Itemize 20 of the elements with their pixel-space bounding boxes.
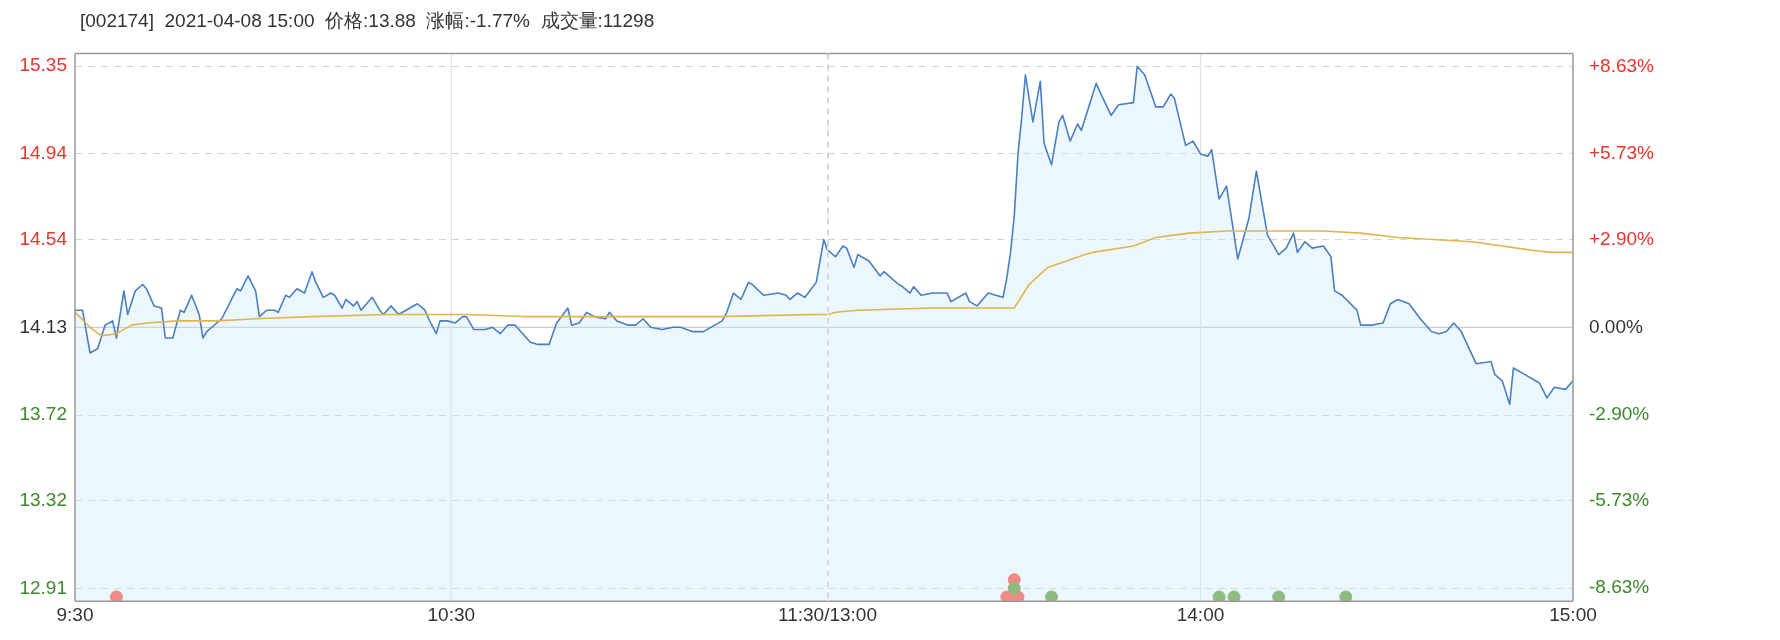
text: +5.73% (1588, 142, 1654, 164)
text: 0.00% (1588, 315, 1643, 337)
text: -2.90% (1588, 403, 1649, 425)
text: -5.73% (1588, 488, 1649, 510)
text: +8.63% (1588, 54, 1654, 76)
x-tick-label: 9:30 (56, 603, 94, 625)
x-tick-label: 14:00 (1176, 603, 1224, 625)
y-tick-label: 13.32 (19, 488, 67, 510)
y-tick-label: 14.13 (19, 315, 67, 337)
x-tick-label: 11:30/13:00 (778, 603, 877, 625)
text: +2.90% (1588, 227, 1654, 249)
y-tick-label: 12.91 (19, 576, 67, 598)
y-tick-label: 15.35 (19, 54, 67, 76)
x-tick-label: 15:00 (1548, 603, 1597, 625)
y-tick-label: 14.94 (19, 142, 68, 164)
chart-title: [002174] 2021-04-08 15:00 价格:13.88 涨幅:-1.77% 成交量:11298 (80, 9, 655, 33)
y-tick-label: 13.72 (19, 403, 67, 425)
x-tick-label: 10:30 (427, 603, 476, 625)
y-tick-label: 14.54 (19, 227, 68, 249)
text: -8.63% (1588, 576, 1649, 598)
